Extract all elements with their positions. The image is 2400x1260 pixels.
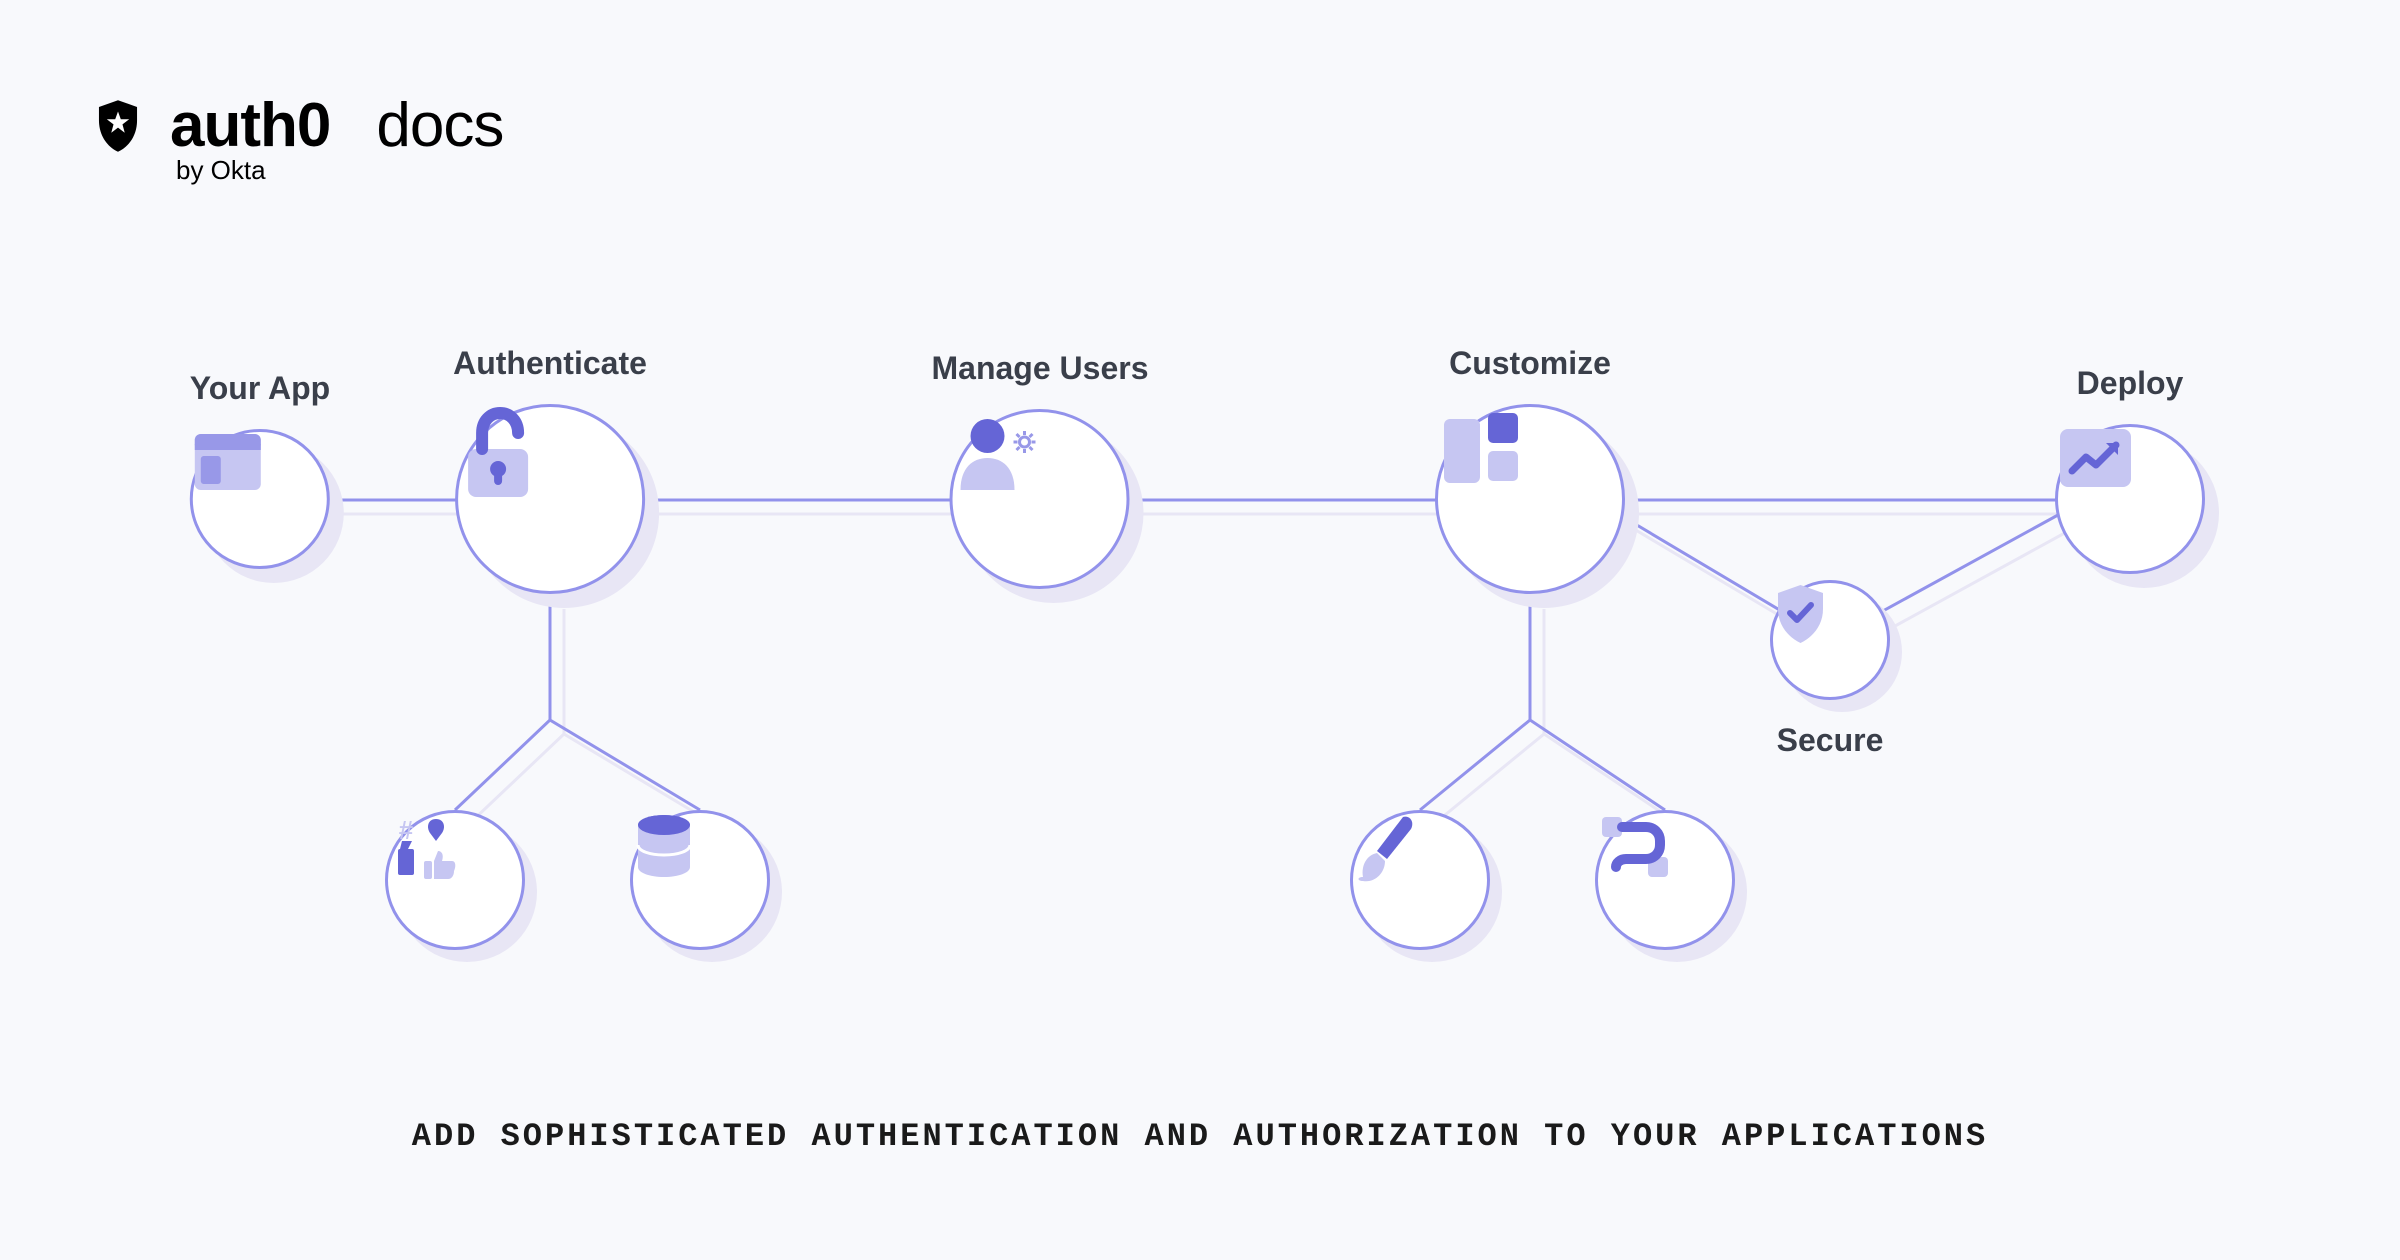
- browser-icon: [193, 432, 263, 492]
- label-authenticate: Authenticate: [453, 345, 647, 382]
- shield-check-icon: [1773, 583, 1828, 645]
- label-your-app: Your App: [190, 370, 330, 407]
- social-icons-icon: #: [388, 813, 466, 883]
- tagline-text: ADD SOPHISTICATED AUTHENTICATION AND AUT…: [0, 1118, 2400, 1155]
- label-manage-users: Manage Users: [932, 350, 1149, 387]
- svg-text:#: #: [399, 815, 414, 845]
- node-brush: [1350, 810, 1490, 950]
- label-secure: Secure: [1777, 722, 1884, 759]
- node-customize: Customize: [1435, 345, 1625, 594]
- logo-section-text: docs: [376, 90, 503, 161]
- node-manage-users: Manage Users: [932, 350, 1149, 589]
- label-customize: Customize: [1449, 345, 1611, 382]
- node-database: [630, 810, 770, 950]
- database-icon: [633, 813, 695, 881]
- logo-brand-text: auth0: [170, 90, 330, 161]
- auth0-shield-icon: [90, 98, 146, 154]
- label-deploy: Deploy: [2077, 365, 2184, 402]
- node-your-app: Your App: [190, 370, 330, 569]
- node-secure: Secure: [1770, 580, 1890, 759]
- node-deploy: Deploy: [2055, 365, 2205, 574]
- blocks-icon: [1438, 407, 1523, 492]
- brush-icon: [1353, 813, 1418, 885]
- flow-diagram: Your App Authenticate: [0, 320, 2400, 1040]
- logo-area: auth0 docs by Okta: [90, 90, 503, 186]
- node-flow: [1595, 810, 1735, 950]
- node-social: #: [385, 810, 525, 950]
- flow-icon: [1598, 813, 1672, 881]
- chart-up-icon: [2058, 427, 2133, 489]
- user-gear-icon: [953, 412, 1043, 492]
- logo-byline: by Okta: [176, 155, 503, 186]
- edges: [0, 320, 2400, 1040]
- logo-row: auth0 docs: [90, 90, 503, 161]
- lock-open-icon: [458, 407, 538, 502]
- node-authenticate: Authenticate: [453, 345, 647, 594]
